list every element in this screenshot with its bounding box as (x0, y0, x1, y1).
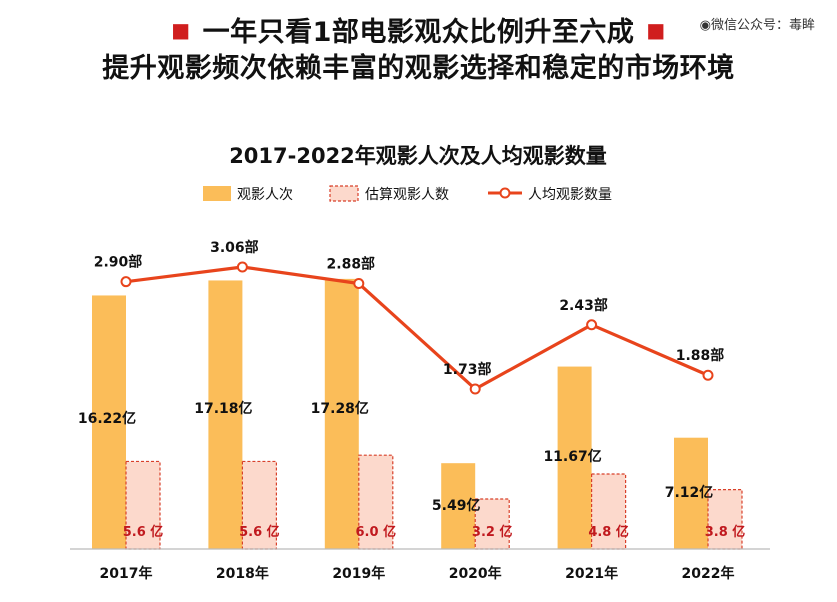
legend-swatch-bar (203, 186, 231, 201)
line-point-5 (702, 369, 714, 381)
bar-estimate-2 (358, 454, 394, 550)
line-label-2: 2.88部 (327, 256, 376, 273)
line-point-1 (236, 261, 248, 273)
bar-estimate-5 (707, 488, 743, 550)
x-tick-label-5: 2022年 (682, 565, 735, 582)
bar-estimate-label-0: 5.6 亿 (123, 524, 164, 540)
headline-line-1: ■ 一年只看1部电影观众比例升至六成 ■ (0, 10, 837, 49)
line-point-3 (469, 383, 481, 395)
chart-title: 2017-2022年观影人次及人均观影数量 (229, 144, 607, 168)
weibo-icon: ◉ (699, 18, 711, 33)
bar-estimate-4 (590, 473, 627, 550)
bar-viewings-4 (557, 366, 592, 549)
bar-estimate-0 (125, 460, 161, 550)
bar-viewings-label-2: 17.28亿 (311, 400, 369, 417)
bar-viewings-0 (92, 295, 126, 549)
line-label-5: 1.88部 (676, 347, 725, 364)
legend-line-marker (499, 187, 511, 199)
headline-line-2: 提升观影频次依赖丰富的观影选择和稳定的市场环境 (0, 46, 837, 85)
line-label-4: 2.43部 (559, 297, 608, 314)
watermark-text: 微信公众号：毒眸 (710, 18, 815, 33)
x-tick-label-2: 2019年 (332, 565, 385, 582)
headline-text-1: 一年只看1部电影观众比例升至六成 (202, 17, 635, 48)
bullet-right-icon: ■ (646, 18, 666, 42)
legend: 观影人次 估算观影人数 人均观影数量 (203, 185, 612, 203)
bar-viewings-label-3: 5.49亿 (432, 497, 481, 514)
legend-label-line: 人均观影数量 (528, 187, 612, 203)
bar-viewings-3 (441, 463, 476, 549)
headline-text-2: 提升观影频次依赖丰富的观影选择和稳定的市场环境 (102, 53, 735, 84)
line-label-1: 3.06部 (210, 239, 259, 256)
bar-viewings-label-1: 17.18亿 (194, 400, 252, 417)
bar-viewings-5 (674, 437, 708, 549)
plot-area: 16.22亿 5.6 亿 2017年 17.18亿 5.6 亿 2018年 17.28亿 6.… (78, 239, 745, 582)
x-tick-label-0: 2017年 (100, 565, 153, 582)
legend-swatch-estimate (329, 185, 359, 202)
bar-estimate-label-5: 3.8 亿 (705, 524, 746, 540)
bar-estimate-label-2: 6.0 亿 (356, 524, 397, 540)
watermark: ◉微信公众号：毒眸 (700, 14, 815, 33)
line-label-3: 1.73部 (443, 361, 492, 378)
line-label-0: 2.90部 (94, 254, 143, 271)
x-tick-label-1: 2018年 (216, 565, 269, 582)
bar-viewings-label-5: 7.12亿 (665, 484, 714, 501)
bar-estimate-label-4: 4.8 亿 (588, 524, 629, 540)
x-tick-label-4: 2021年 (565, 565, 618, 582)
line-point-0 (120, 276, 132, 288)
bar-viewings-label-4: 11.67亿 (543, 448, 601, 465)
bar-estimate-1 (241, 460, 277, 550)
legend-label-estimate: 估算观影人数 (365, 187, 449, 203)
line-point-2 (353, 278, 365, 290)
bar-estimate-label-1: 5.6 亿 (239, 524, 280, 540)
bar-viewings-label-0: 16.22亿 (78, 410, 136, 427)
bullet-left-icon: ■ (171, 18, 191, 42)
bar-estimate-label-3: 3.2 亿 (472, 524, 513, 540)
line-point-4 (586, 319, 598, 331)
line-per-capita (125, 265, 709, 391)
legend-label-bar: 观影人次 (237, 187, 293, 203)
x-tick-label-3: 2020年 (449, 565, 502, 582)
bar-viewings-2 (324, 278, 359, 549)
bar-viewings-1 (208, 280, 243, 549)
